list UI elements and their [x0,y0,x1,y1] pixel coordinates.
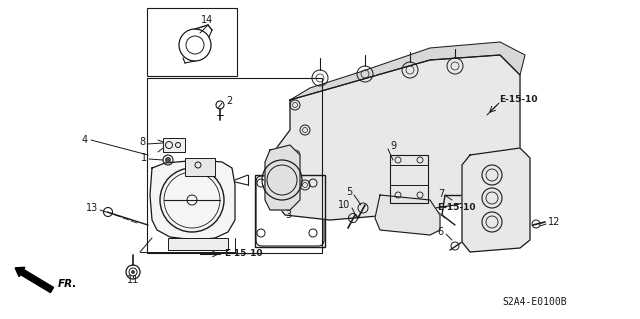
Bar [390,155,428,203]
Bar [255,175,325,247]
Polygon shape [462,148,530,252]
Bar [147,78,322,253]
Polygon shape [265,145,300,210]
Text: 4: 4 [82,135,88,145]
Text: 7: 7 [438,189,444,199]
Text: E-15-10: E-15-10 [224,249,262,258]
Polygon shape [150,160,235,240]
Circle shape [131,271,134,273]
Polygon shape [270,55,520,220]
Bar [147,8,237,76]
Text: 5: 5 [346,187,352,197]
Circle shape [166,158,170,162]
Bar [163,138,185,152]
Polygon shape [375,195,440,235]
Text: 1: 1 [141,153,147,163]
Text: E-15-10: E-15-10 [499,95,538,105]
Bar [185,158,215,176]
Text: 10: 10 [338,200,350,210]
Text: 9: 9 [390,141,396,151]
Text: 6: 6 [438,227,444,237]
FancyArrow shape [15,267,54,293]
Text: S2A4-E0100B: S2A4-E0100B [502,297,567,307]
Text: 13: 13 [86,203,98,213]
Text: 14: 14 [201,15,213,25]
Polygon shape [290,42,525,100]
Text: 11: 11 [127,275,139,285]
Text: 2: 2 [226,96,232,106]
Text: 3: 3 [285,210,291,220]
Bar [168,238,228,250]
Text: 8: 8 [139,137,145,147]
Text: E-15-10: E-15-10 [437,204,476,212]
Text: 12: 12 [548,217,561,227]
Text: FR.: FR. [58,279,77,289]
